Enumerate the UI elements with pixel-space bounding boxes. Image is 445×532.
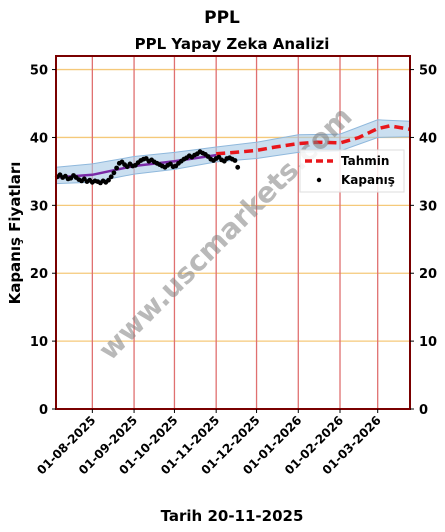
vertical-grid bbox=[91, 56, 379, 409]
forecast-line bbox=[216, 124, 411, 156]
x-axis: 01-08-202501-09-202501-10-202501-11-2025… bbox=[34, 409, 384, 477]
y-tick-label: 20 bbox=[419, 267, 437, 282]
y-tick-label: 40 bbox=[419, 131, 437, 146]
y-tick-label: 50 bbox=[30, 64, 48, 79]
y-tick-label: 30 bbox=[419, 199, 437, 214]
legend: Tahmin Kapanış bbox=[299, 149, 405, 193]
y-tick-label: 30 bbox=[30, 199, 48, 214]
x-axis-label: Tarih 20-11-2025 bbox=[161, 507, 304, 525]
y-axis-label: Kapanış Fiyatları bbox=[6, 162, 24, 305]
y-axis-right: 0 10 20 30 40 50 bbox=[410, 64, 437, 418]
y-tick-label: 50 bbox=[419, 64, 437, 79]
y-tick-label: 0 bbox=[419, 403, 428, 418]
close-point bbox=[106, 177, 111, 183]
plot-frame bbox=[55, 55, 411, 410]
close-point bbox=[111, 170, 117, 176]
y-axis-left: 0 10 20 30 40 50 bbox=[30, 64, 56, 418]
y-tick-label: 0 bbox=[39, 403, 48, 418]
close-point bbox=[108, 174, 114, 180]
plot-area bbox=[56, 56, 410, 409]
y-tick-label: 10 bbox=[419, 335, 437, 350]
close-point bbox=[232, 158, 238, 163]
close-point bbox=[114, 165, 119, 171]
legend-forecast-label: Tahmin bbox=[341, 154, 389, 168]
chart-subtitle: PPL Yapay Zeka Analizi bbox=[135, 35, 330, 53]
legend-close-swatch bbox=[316, 177, 322, 183]
chart-title: PPL bbox=[204, 8, 240, 28]
y-tick-label: 10 bbox=[30, 335, 48, 350]
y-tick-label: 40 bbox=[30, 131, 48, 146]
legend-box bbox=[299, 149, 405, 193]
y-tick-label: 20 bbox=[30, 267, 48, 282]
close-point bbox=[235, 164, 241, 170]
horizontal-grid bbox=[56, 68, 410, 342]
close-points bbox=[54, 149, 241, 186]
legend-close-label: Kapanış bbox=[341, 173, 395, 187]
